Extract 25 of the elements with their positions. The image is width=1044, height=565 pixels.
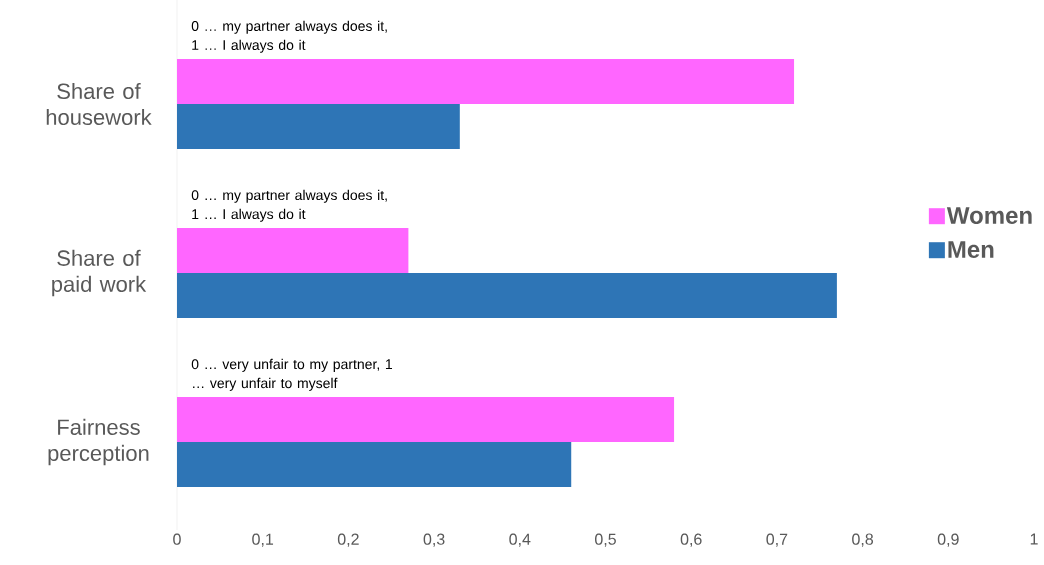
annotation: 0 … very unfair to my partner, 1 … very unfair to myself	[191, 358, 393, 391]
x-tick-label: 0,1	[252, 533, 274, 547]
x-tick-label: 0,3	[423, 533, 445, 547]
bar	[177, 397, 675, 443]
annotation: 0 … my partner always does it, 1 … I always do it	[191, 189, 387, 222]
annotation: 0 … my partner always does it, 1 … I always do it	[191, 20, 387, 53]
y-tick-label: Share of housework	[46, 82, 152, 126]
bar	[177, 58, 795, 104]
x-tick-label: 0	[173, 533, 181, 545]
legend-label: Women	[946, 207, 1032, 224]
bar	[177, 228, 409, 274]
x-tick-label: 0,9	[937, 533, 959, 547]
x-tick-label: 0,7	[766, 533, 788, 547]
y-tick-label: Share of paid work	[52, 249, 147, 297]
x-tick-label: 0,4	[509, 533, 531, 547]
x-tick-label: 0,2	[337, 533, 359, 547]
legend-label: Men	[948, 241, 994, 258]
y-tick-label: Fairness perception	[48, 418, 149, 466]
bar	[177, 103, 460, 149]
bar	[177, 273, 837, 319]
x-tick-label: 0,6	[680, 533, 702, 547]
x-tick-label: 1	[1030, 533, 1038, 545]
x-tick-label: 0,5	[595, 533, 616, 547]
x-tick-label: 0,8	[852, 533, 874, 547]
bar	[177, 442, 572, 488]
